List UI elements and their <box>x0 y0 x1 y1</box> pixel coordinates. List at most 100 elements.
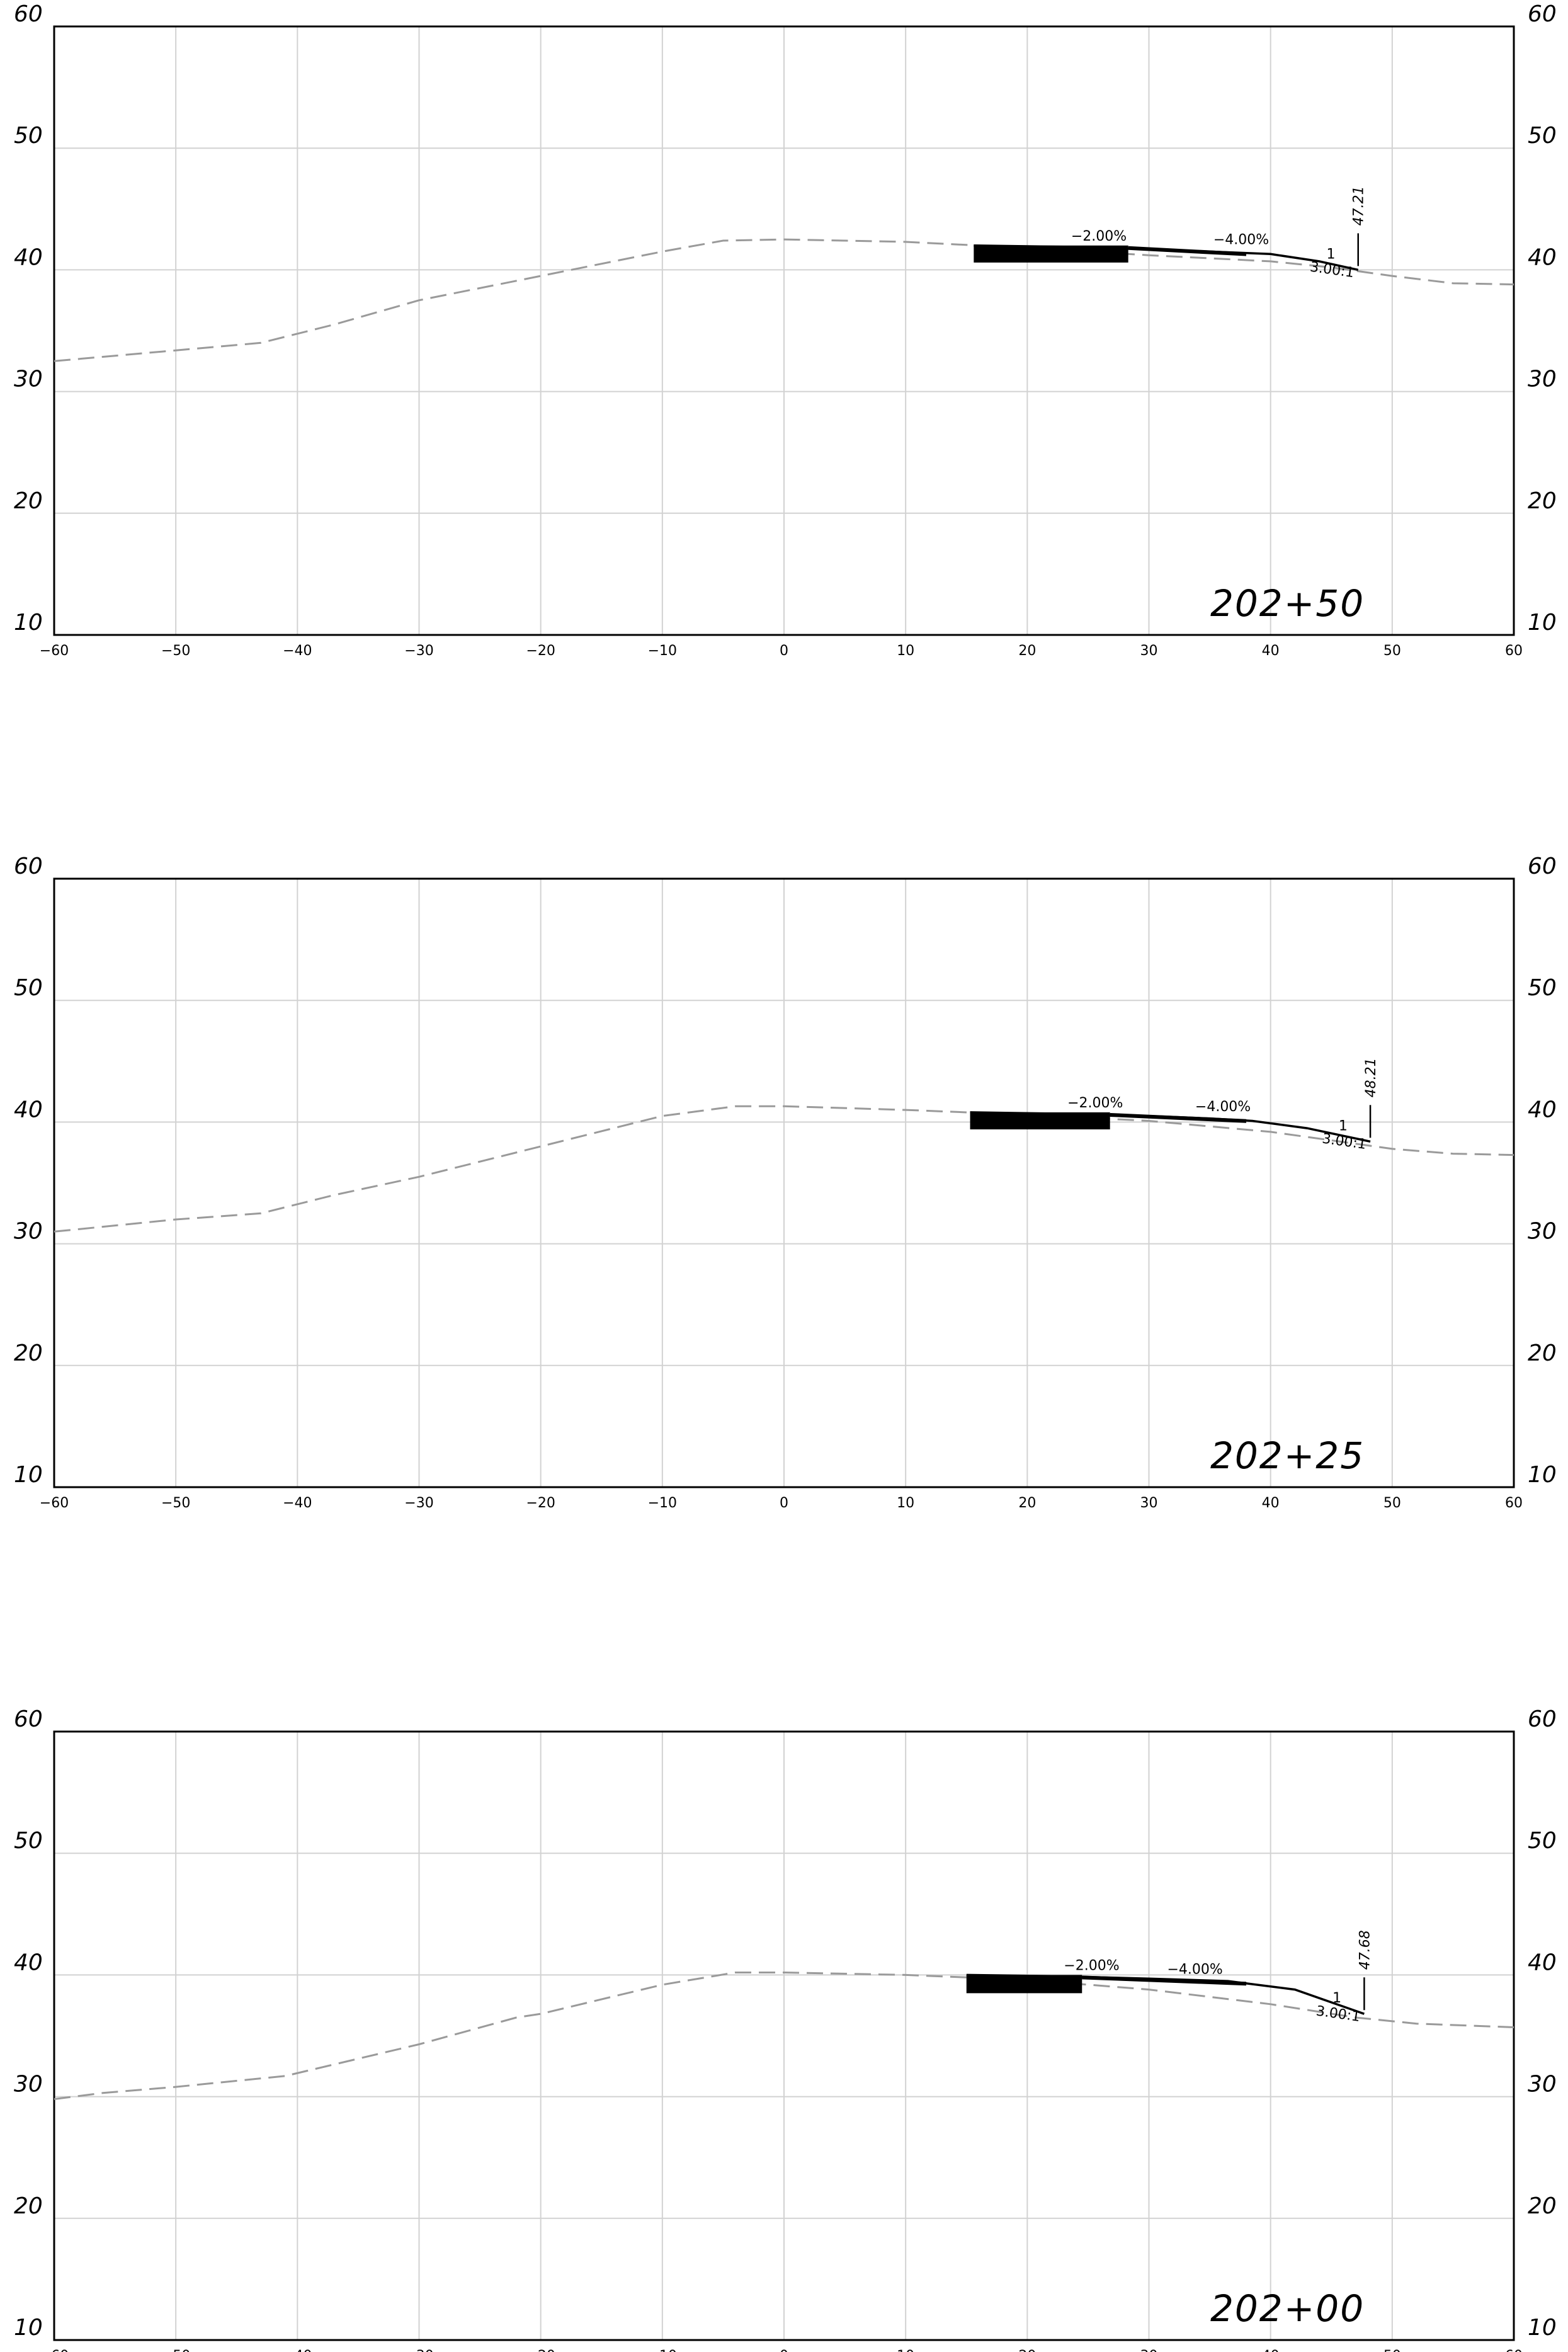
y-tick-label-right: 30 <box>1528 2072 1557 2098</box>
x-tick-label: 10 <box>897 1495 914 1511</box>
x-tick-label: −30 <box>404 1495 433 1511</box>
y-tick-label-left: 50 <box>14 975 43 1001</box>
offset-value-label: 47.68 <box>1357 1930 1373 1970</box>
pavement-layer <box>1082 1975 1247 1986</box>
x-tick-label: 40 <box>1262 1495 1280 1511</box>
y-tick-label-left: 40 <box>14 1950 43 1975</box>
existing-ground-line <box>54 1105 1514 1233</box>
panel-frame <box>53 25 1515 636</box>
side-slope-label: 3.00:1 <box>1321 1131 1367 1153</box>
y-tick-label-left: 30 <box>14 1219 43 1245</box>
x-tick-label: 20 <box>1018 2348 1036 2352</box>
x-tick-label: −40 <box>283 1495 312 1511</box>
side-slope-label: 3.00:1 <box>1315 2003 1361 2025</box>
existing-ground-line <box>54 1972 1514 2100</box>
x-tick-label: −60 <box>40 643 69 659</box>
x-tick-label: −30 <box>404 2348 433 2352</box>
x-tick-label: 0 <box>780 1495 788 1511</box>
x-tick-label: 20 <box>1018 643 1036 659</box>
panel-frame <box>53 1730 1515 2341</box>
y-tick-label-left: 10 <box>14 1462 43 1488</box>
y-tick-label-right: 40 <box>1528 1097 1557 1122</box>
y-tick-label-left: 20 <box>14 488 43 514</box>
y-tick-label-right: 60 <box>1528 1706 1557 1732</box>
panel-frame <box>53 877 1515 1488</box>
y-tick-label-left: 50 <box>14 1828 43 1854</box>
x-tick-label: 60 <box>1505 643 1523 659</box>
x-tick-label: 20 <box>1018 1495 1036 1511</box>
x-tick-label: −20 <box>526 2348 555 2352</box>
x-tick-label: 30 <box>1140 1495 1158 1511</box>
y-tick-label-right: 60 <box>1528 853 1557 879</box>
y-tick-label-right: 10 <box>1528 1462 1557 1488</box>
x-tick-label: −50 <box>161 1495 190 1511</box>
pavement-section <box>966 1975 1082 1994</box>
x-tick-label: −20 <box>526 643 555 659</box>
x-tick-label: −50 <box>161 2348 190 2352</box>
x-tick-label: 40 <box>1262 643 1280 659</box>
side-slope-rise-label: 1 <box>1332 1990 1341 2006</box>
slope-label-right: −4.00% <box>1213 232 1269 248</box>
side-slope-rise-label: 1 <box>1327 246 1336 262</box>
y-tick-label-left: 40 <box>14 1097 43 1122</box>
x-tick-label: 10 <box>897 2348 914 2352</box>
x-tick-label: −50 <box>161 643 190 659</box>
offset-value-label: 48.21 <box>1363 1058 1379 1097</box>
station-label: 202+00 <box>1210 2287 1365 2330</box>
x-tick-label: 0 <box>780 2348 788 2352</box>
pavement-section <box>970 1112 1110 1129</box>
y-tick-label-left: 40 <box>14 244 43 270</box>
slope-label-left: −2.00% <box>1071 229 1127 244</box>
x-tick-label: −40 <box>283 2348 312 2352</box>
side-slope-rise-label: 1 <box>1339 1118 1348 1134</box>
x-tick-label: 50 <box>1383 2348 1401 2352</box>
x-tick-label: 40 <box>1262 2348 1280 2352</box>
x-tick-label: 30 <box>1140 2348 1158 2352</box>
x-tick-label: 50 <box>1383 643 1401 659</box>
x-tick-label: 60 <box>1505 2348 1523 2352</box>
y-tick-label-right: 20 <box>1528 1340 1557 1366</box>
y-tick-label-right: 40 <box>1528 244 1557 270</box>
x-tick-label: −40 <box>283 643 312 659</box>
x-tick-label: −60 <box>40 2348 69 2352</box>
y-tick-label-left: 50 <box>14 123 43 149</box>
x-tick-label: 10 <box>897 643 914 659</box>
y-tick-label-right: 50 <box>1528 1828 1557 1854</box>
y-tick-label-left: 30 <box>14 2072 43 2098</box>
y-tick-label-left: 60 <box>14 1 43 27</box>
y-tick-label-right: 60 <box>1528 1 1557 27</box>
y-tick-label-right: 40 <box>1528 1950 1557 1975</box>
y-tick-label-right: 30 <box>1528 1219 1557 1245</box>
station-label: 202+50 <box>1210 582 1365 625</box>
y-tick-label-right: 30 <box>1528 367 1557 392</box>
x-tick-label: −10 <box>648 2348 677 2352</box>
y-tick-label-left: 10 <box>14 2315 43 2341</box>
side-slope-label: 3.00:1 <box>1309 260 1355 282</box>
x-tick-label: −10 <box>648 643 677 659</box>
y-tick-label-right: 10 <box>1528 2315 1557 2341</box>
pavement-section <box>974 245 1128 263</box>
y-tick-label-left: 20 <box>14 1340 43 1366</box>
y-tick-label-left: 60 <box>14 1706 43 1732</box>
x-tick-label: 60 <box>1505 1495 1523 1511</box>
y-tick-label-left: 30 <box>14 367 43 392</box>
existing-ground-line <box>54 238 1514 362</box>
y-tick-label-right: 10 <box>1528 610 1557 636</box>
x-tick-label: 30 <box>1140 643 1158 659</box>
x-tick-label: −60 <box>40 1495 69 1511</box>
slope-label-left: −2.00% <box>1067 1095 1123 1111</box>
x-tick-label: −30 <box>404 643 433 659</box>
y-tick-label-right: 50 <box>1528 123 1557 149</box>
slope-label-right: −4.00% <box>1167 1961 1222 1977</box>
y-tick-label-left: 60 <box>14 853 43 879</box>
offset-value-label: 47.21 <box>1351 186 1367 225</box>
x-tick-label: 0 <box>780 643 788 659</box>
slope-label-left: −2.00% <box>1064 1958 1119 1973</box>
pavement-layer <box>1110 1112 1247 1123</box>
cross-section-panel: 101020203030404050506060−60−50−40−30−20−… <box>14 1706 1557 2352</box>
station-label: 202+25 <box>1210 1434 1365 1477</box>
pavement-layer <box>1128 246 1247 256</box>
